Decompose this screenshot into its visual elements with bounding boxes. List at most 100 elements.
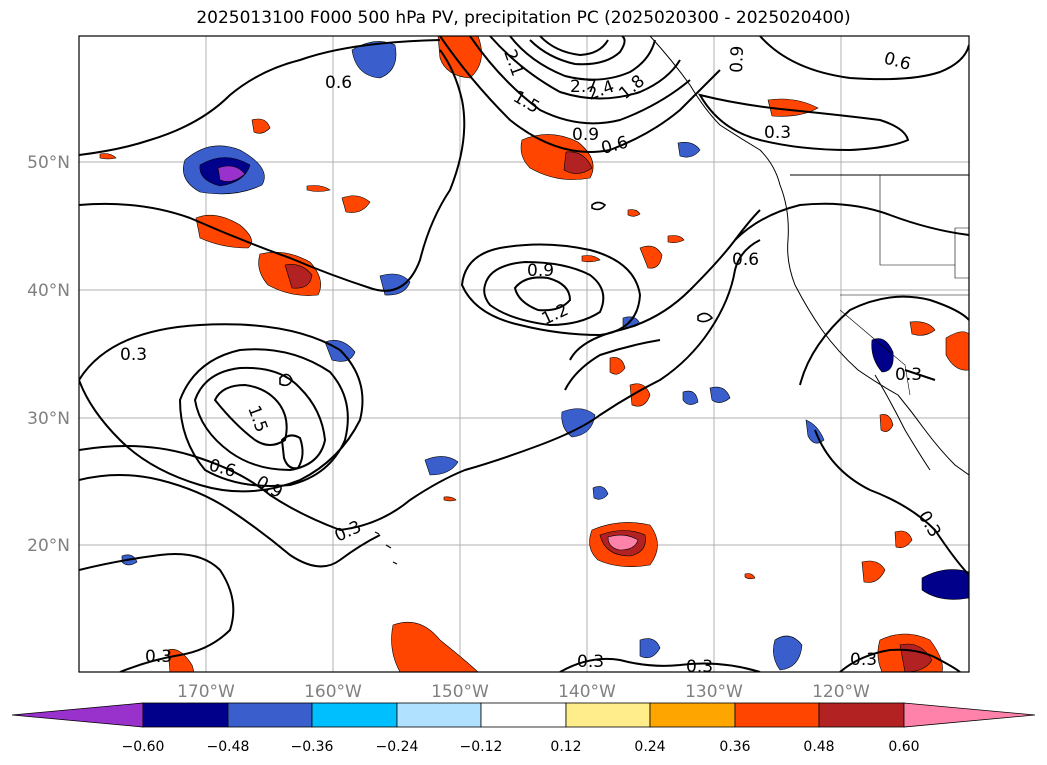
- precip-blob: [251, 118, 271, 134]
- precip-blob: [709, 386, 731, 403]
- pv-contour: [483, 260, 605, 327]
- lon-tick-label: 130°W: [685, 682, 743, 702]
- colorbar-tick-label: −0.60: [122, 739, 165, 755]
- state-border: [954, 227, 969, 279]
- contour-label: 0.3: [332, 517, 365, 547]
- contour-label: 0.3: [145, 647, 172, 667]
- contour-label: 0.6: [207, 456, 238, 482]
- contour-label: 1.5: [510, 87, 543, 118]
- colorbar-segment: [227, 702, 313, 728]
- pv-contour: [904, 369, 936, 381]
- precip-blob: [437, 36, 482, 79]
- precip-blob: [306, 185, 331, 192]
- precip-blob: [592, 486, 609, 500]
- pv-contour: [79, 474, 381, 568]
- north-america-coast: [649, 36, 969, 476]
- pv-contour: [569, 209, 761, 361]
- colorbar-segment: [903, 702, 1036, 728]
- precip-blob: [99, 153, 117, 160]
- lat-tick-label: 40°N: [27, 281, 70, 301]
- precip-blob: [894, 530, 913, 548]
- precip-blob: [639, 245, 663, 269]
- pv-contour: [539, 36, 609, 57]
- colorbar-tick-label: −0.12: [460, 739, 503, 755]
- contour-label: 1.5: [243, 403, 271, 435]
- contour-label: 0.9: [253, 472, 286, 503]
- lon-tick-label: 140°W: [558, 682, 616, 702]
- precip-blob: [744, 573, 756, 580]
- precip-blob: [443, 496, 457, 502]
- colorbar-tick-label: −0.24: [376, 739, 419, 755]
- precip-blob: [639, 638, 661, 659]
- pv-contour: [213, 383, 288, 446]
- pv-contour: [79, 39, 441, 156]
- colorbar-tick-label: 0.60: [888, 739, 919, 755]
- pv-contour: [489, 36, 681, 100]
- colorbar-segment: [734, 702, 820, 728]
- contour-label: 0.3: [895, 365, 922, 385]
- pv-contour: [529, 36, 626, 66]
- pv-contour: [759, 36, 969, 81]
- state-border: [839, 309, 911, 396]
- lat-tick-label: 20°N: [27, 536, 70, 556]
- contour-label: 0.6: [325, 73, 352, 93]
- contour-label: 0.6: [882, 49, 913, 75]
- contour-label: 0.3: [764, 123, 791, 143]
- precip-blob: [561, 408, 596, 438]
- precip-blob: [607, 534, 639, 551]
- colorbar: [11, 702, 1036, 728]
- precip-blob: [379, 273, 411, 296]
- colorbar-segment: [311, 702, 398, 728]
- gridlines: [79, 36, 969, 672]
- precip-blob: [871, 338, 894, 373]
- lon-tick-label: 150°W: [431, 682, 489, 702]
- precip-blob: [945, 331, 969, 371]
- coastlines: [374, 36, 969, 565]
- colorbar-tick-label: 0.36: [719, 739, 750, 755]
- colorbar-ticks: −0.60 −0.48 −0.36 −0.24 −0.12 0.12 0.24 …: [122, 739, 920, 755]
- colorbar-tick-label: 0.48: [803, 739, 834, 755]
- pv-contour: [469, 36, 691, 125]
- lon-tick-label: 160°W: [304, 682, 362, 702]
- contour-label: 0.6: [599, 133, 630, 159]
- colorbar-tick-label: −0.48: [207, 739, 250, 755]
- precip-blob: [677, 142, 701, 158]
- colorbar-tick-label: 0.24: [634, 739, 665, 755]
- contour-label: 0.9: [572, 125, 599, 145]
- colorbar-segment: [818, 702, 905, 728]
- pv-contours: [79, 36, 969, 672]
- precip-blob: [682, 390, 699, 405]
- contour-label: 0.3: [686, 657, 713, 677]
- precip-positive-blobs: [99, 36, 969, 672]
- pv-contour: [697, 93, 910, 152]
- pv-contour: [559, 657, 761, 672]
- precip-blob: [424, 456, 459, 476]
- hawaii: [374, 531, 398, 565]
- precip-blob: [627, 209, 641, 217]
- precip-blob: [629, 383, 651, 407]
- pv-contour: [79, 323, 364, 493]
- longitude-ticks: 170°W 160°W 150°W 140°W 130°W 120°W: [177, 682, 870, 702]
- colorbar-segment: [396, 702, 482, 728]
- precip-blob: [667, 235, 685, 243]
- pv-contour: [193, 366, 327, 472]
- contour-label: 0.9: [527, 261, 554, 281]
- pv-contour: [814, 429, 969, 576]
- pv-contour: [564, 339, 661, 391]
- map-frame: [78, 35, 970, 673]
- contour-label: 0.3: [120, 345, 147, 365]
- pv-contour: [591, 201, 607, 211]
- contour-label: 2.1: [499, 47, 527, 79]
- precip-blob: [351, 41, 397, 79]
- pv-contour: [280, 434, 304, 470]
- map-title: 2025013100 F000 500 hPa PV, precipitatio…: [196, 8, 851, 28]
- colorbar-segment: [649, 702, 736, 728]
- precip-blob: [921, 569, 969, 600]
- lon-tick-label: 120°W: [812, 682, 870, 702]
- contour-label: 0.3: [577, 652, 604, 672]
- pv-contour: [697, 312, 714, 323]
- pv-contour: [279, 373, 293, 387]
- contour-label: 0.6: [732, 250, 759, 270]
- pv-contour: [79, 553, 235, 672]
